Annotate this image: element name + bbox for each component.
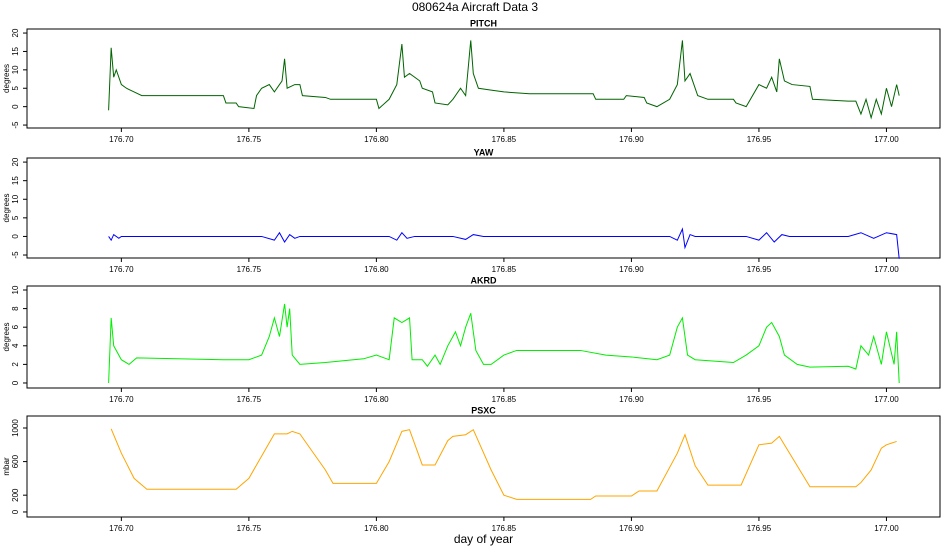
y-tick-label: 0: [11, 509, 20, 514]
x-tick-label: 177.00: [874, 135, 899, 144]
chart-title: 080624a Aircraft Data 3: [412, 0, 538, 14]
y-axis-label: degrees: [2, 323, 11, 352]
panel-title: YAW: [474, 147, 494, 157]
x-tick-label: 176.95: [747, 135, 772, 144]
y-axis-label: degrees: [2, 64, 11, 93]
x-tick-label: 177.00: [874, 395, 899, 404]
x-tick-label: 176.85: [492, 135, 517, 144]
x-tick-label: 176.85: [492, 265, 517, 274]
y-tick-label: 1000: [11, 419, 20, 437]
x-tick-label: 176.90: [619, 135, 644, 144]
x-tick-label: 176.70: [109, 265, 134, 274]
x-tick-label: 176.85: [492, 395, 517, 404]
y-tick-label: 2: [11, 362, 20, 367]
y-tick-label: 6: [11, 324, 20, 329]
y-tick-label: 15: [11, 46, 20, 55]
plot-frame: [26, 285, 941, 389]
x-tick-label: 176.75: [237, 395, 262, 404]
panel-title: PSXC: [471, 405, 496, 415]
data-line: [108, 40, 900, 120]
x-tick-label: 177.00: [874, 265, 899, 274]
x-tick-label: 176.90: [619, 524, 644, 533]
x-tick-label: 176.80: [364, 395, 389, 404]
y-tick-label: 20: [11, 28, 20, 37]
x-tick-label: 176.75: [237, 524, 262, 533]
x-tick-label: 176.80: [364, 135, 389, 144]
x-tick-label: 176.80: [364, 524, 389, 533]
x-tick-label: 176.85: [492, 524, 517, 533]
x-tick-label: 176.95: [747, 395, 772, 404]
x-tick-label: 176.70: [109, 524, 134, 533]
y-tick-label: 0: [11, 380, 20, 385]
y-tick-label: 0: [11, 234, 20, 239]
y-tick-label: 10: [11, 194, 20, 203]
y-tick-label: 5: [11, 215, 20, 220]
y-tick-label: 5: [11, 85, 20, 90]
panel-title: AKRD: [471, 275, 497, 285]
x-tick-label: 176.90: [619, 395, 644, 404]
x-tick-label: 176.70: [109, 395, 134, 404]
data-line: [108, 227, 900, 259]
x-tick-label: 176.95: [747, 524, 772, 533]
plot-frame: [26, 415, 941, 518]
y-tick-label: 20: [11, 157, 20, 166]
y-tick-label: -5: [11, 251, 20, 259]
plot-frame: [26, 28, 941, 129]
y-tick-label: 10: [11, 285, 20, 294]
x-tick-label: 176.95: [747, 265, 772, 274]
x-tick-label: 177.00: [874, 524, 899, 533]
y-axis-label: mbar: [2, 457, 11, 476]
y-tick-label: 4: [11, 343, 20, 348]
y-tick-label: 8: [11, 306, 20, 311]
y-tick-label: 200: [11, 488, 20, 502]
panel-title: PITCH: [470, 18, 497, 28]
y-axis-label: degrees: [2, 194, 11, 223]
x-axis-label: day of year: [454, 532, 513, 546]
y-tick-label: 15: [11, 176, 20, 185]
y-tick-label: 600: [11, 454, 20, 468]
plot-frame: [26, 157, 941, 259]
y-tick-label: -5: [11, 121, 20, 129]
x-tick-label: 176.80: [364, 265, 389, 274]
x-tick-label: 176.75: [237, 135, 262, 144]
y-tick-label: 10: [11, 65, 20, 74]
x-tick-label: 176.70: [109, 135, 134, 144]
data-line: [108, 303, 900, 384]
data-line: [110, 428, 897, 500]
x-tick-label: 176.75: [237, 265, 262, 274]
x-tick-label: 176.90: [619, 265, 644, 274]
y-tick-label: 0: [11, 104, 20, 109]
